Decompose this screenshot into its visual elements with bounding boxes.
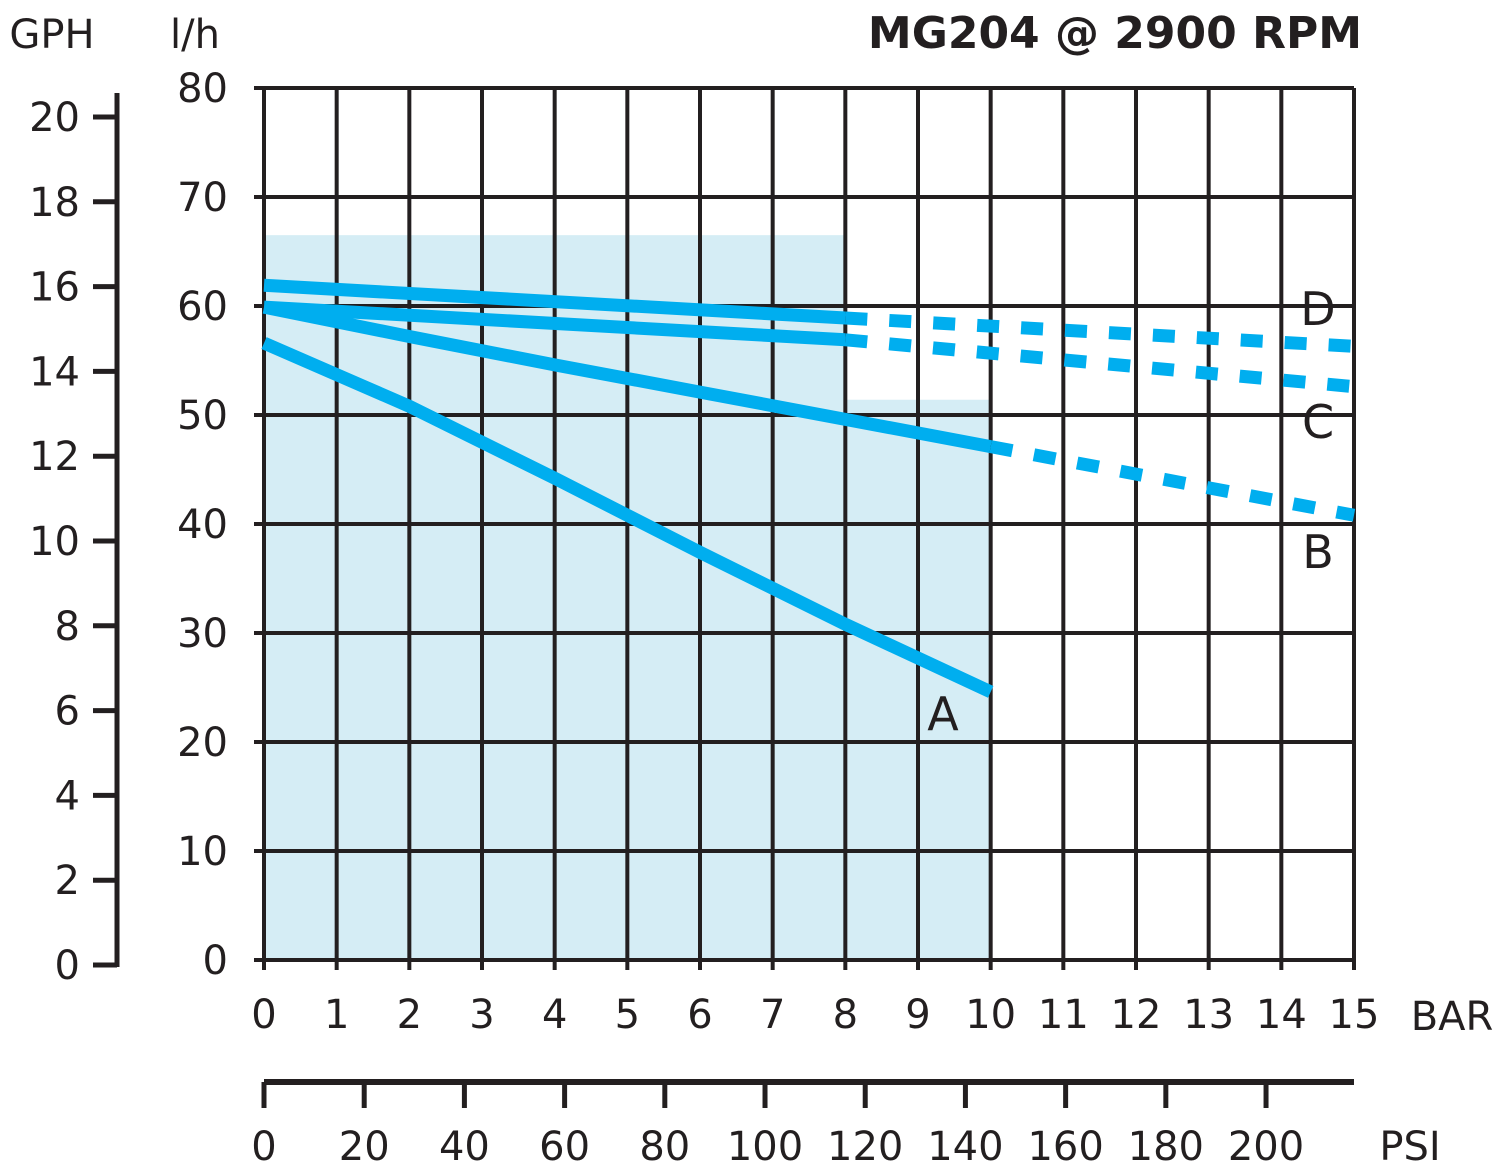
x-tick-label: 6 (687, 992, 712, 1038)
x2-tick-label: 120 (827, 1124, 903, 1170)
x-tick-label: 3 (469, 992, 494, 1038)
series-lines: A B C D (261, 278, 1356, 741)
x2-tick-label: 160 (1027, 1124, 1103, 1170)
y2-tick-label: 12 (29, 434, 80, 480)
y-tick-label: 10 (177, 829, 228, 875)
x-tick-label: 0 (251, 992, 276, 1038)
x-tick-label: 10 (965, 992, 1016, 1038)
y2-tick-label: 8 (55, 604, 80, 650)
x-tick-label: 2 (397, 992, 422, 1038)
y2-axis-label: GPH (9, 12, 94, 58)
x-tick-label: 9 (905, 992, 930, 1038)
y-tick-label: 40 (177, 502, 228, 548)
x2-tick-label: 140 (927, 1124, 1003, 1170)
series-B-dashed (989, 440, 1356, 522)
y2-tick-label: 4 (55, 773, 80, 819)
x2-tick-label: 20 (339, 1124, 390, 1170)
y-tick-label: 70 (177, 175, 228, 221)
y-tick-label: 30 (177, 611, 228, 657)
chart-title: MG204 @ 2900 RPM (868, 8, 1362, 59)
x-tick-label: 1 (324, 992, 349, 1038)
y2-tick-label: 6 (55, 689, 80, 735)
x-tick-label: 8 (833, 992, 858, 1038)
x-tick-label: 15 (1329, 992, 1380, 1038)
series-A-solid (261, 337, 994, 698)
y2-tick-label: 0 (55, 943, 80, 989)
series-label-D: D (1300, 282, 1335, 336)
x2-tick-label: 200 (1228, 1124, 1304, 1170)
y2-tick-label: 14 (29, 349, 80, 395)
x-tick-label: 13 (1183, 992, 1234, 1038)
y-axis-label: l/h (170, 12, 220, 58)
series-label-A: A (927, 687, 959, 741)
x2-tick-label: 40 (439, 1124, 490, 1170)
series-B-solid (262, 300, 992, 453)
x2-tick-label: 60 (539, 1124, 590, 1170)
y-tick-label: 80 (177, 66, 228, 112)
series-label-C: C (1302, 395, 1334, 449)
x2-axis-label: PSI (1379, 1124, 1440, 1170)
x-tick-label: 5 (615, 992, 640, 1038)
x2-tick-label: 100 (727, 1124, 803, 1170)
series-D-solid (263, 278, 846, 325)
x2-tick-label: 80 (639, 1124, 690, 1170)
y-tick-label: 20 (177, 720, 228, 766)
y2-tick-label: 2 (55, 858, 80, 904)
x-tick-label: 12 (1111, 992, 1162, 1038)
x-tick-label: 11 (1038, 992, 1089, 1038)
y-tick-label: 0 (203, 938, 228, 984)
y2-tick-label: 18 (29, 180, 80, 226)
x-tick-label: 7 (760, 992, 785, 1038)
y2-tick-label: 16 (29, 265, 80, 311)
y-tick-label: 60 (177, 284, 228, 330)
series-C-solid (263, 300, 846, 347)
series-label-B: B (1302, 525, 1334, 579)
x2-tick-label: 0 (251, 1124, 276, 1170)
y2-tick-label: 20 (29, 95, 80, 141)
x-axis-label: BAR (1411, 994, 1494, 1040)
series-C-dashed (844, 333, 1355, 394)
y2-tick-label: 10 (29, 519, 80, 565)
y-tick-label: 50 (177, 393, 228, 439)
series-D-dashed (844, 311, 1355, 353)
x-tick-label: 4 (542, 992, 567, 1038)
x2-tick-label: 180 (1128, 1124, 1204, 1170)
x-tick-label: 14 (1256, 992, 1307, 1038)
